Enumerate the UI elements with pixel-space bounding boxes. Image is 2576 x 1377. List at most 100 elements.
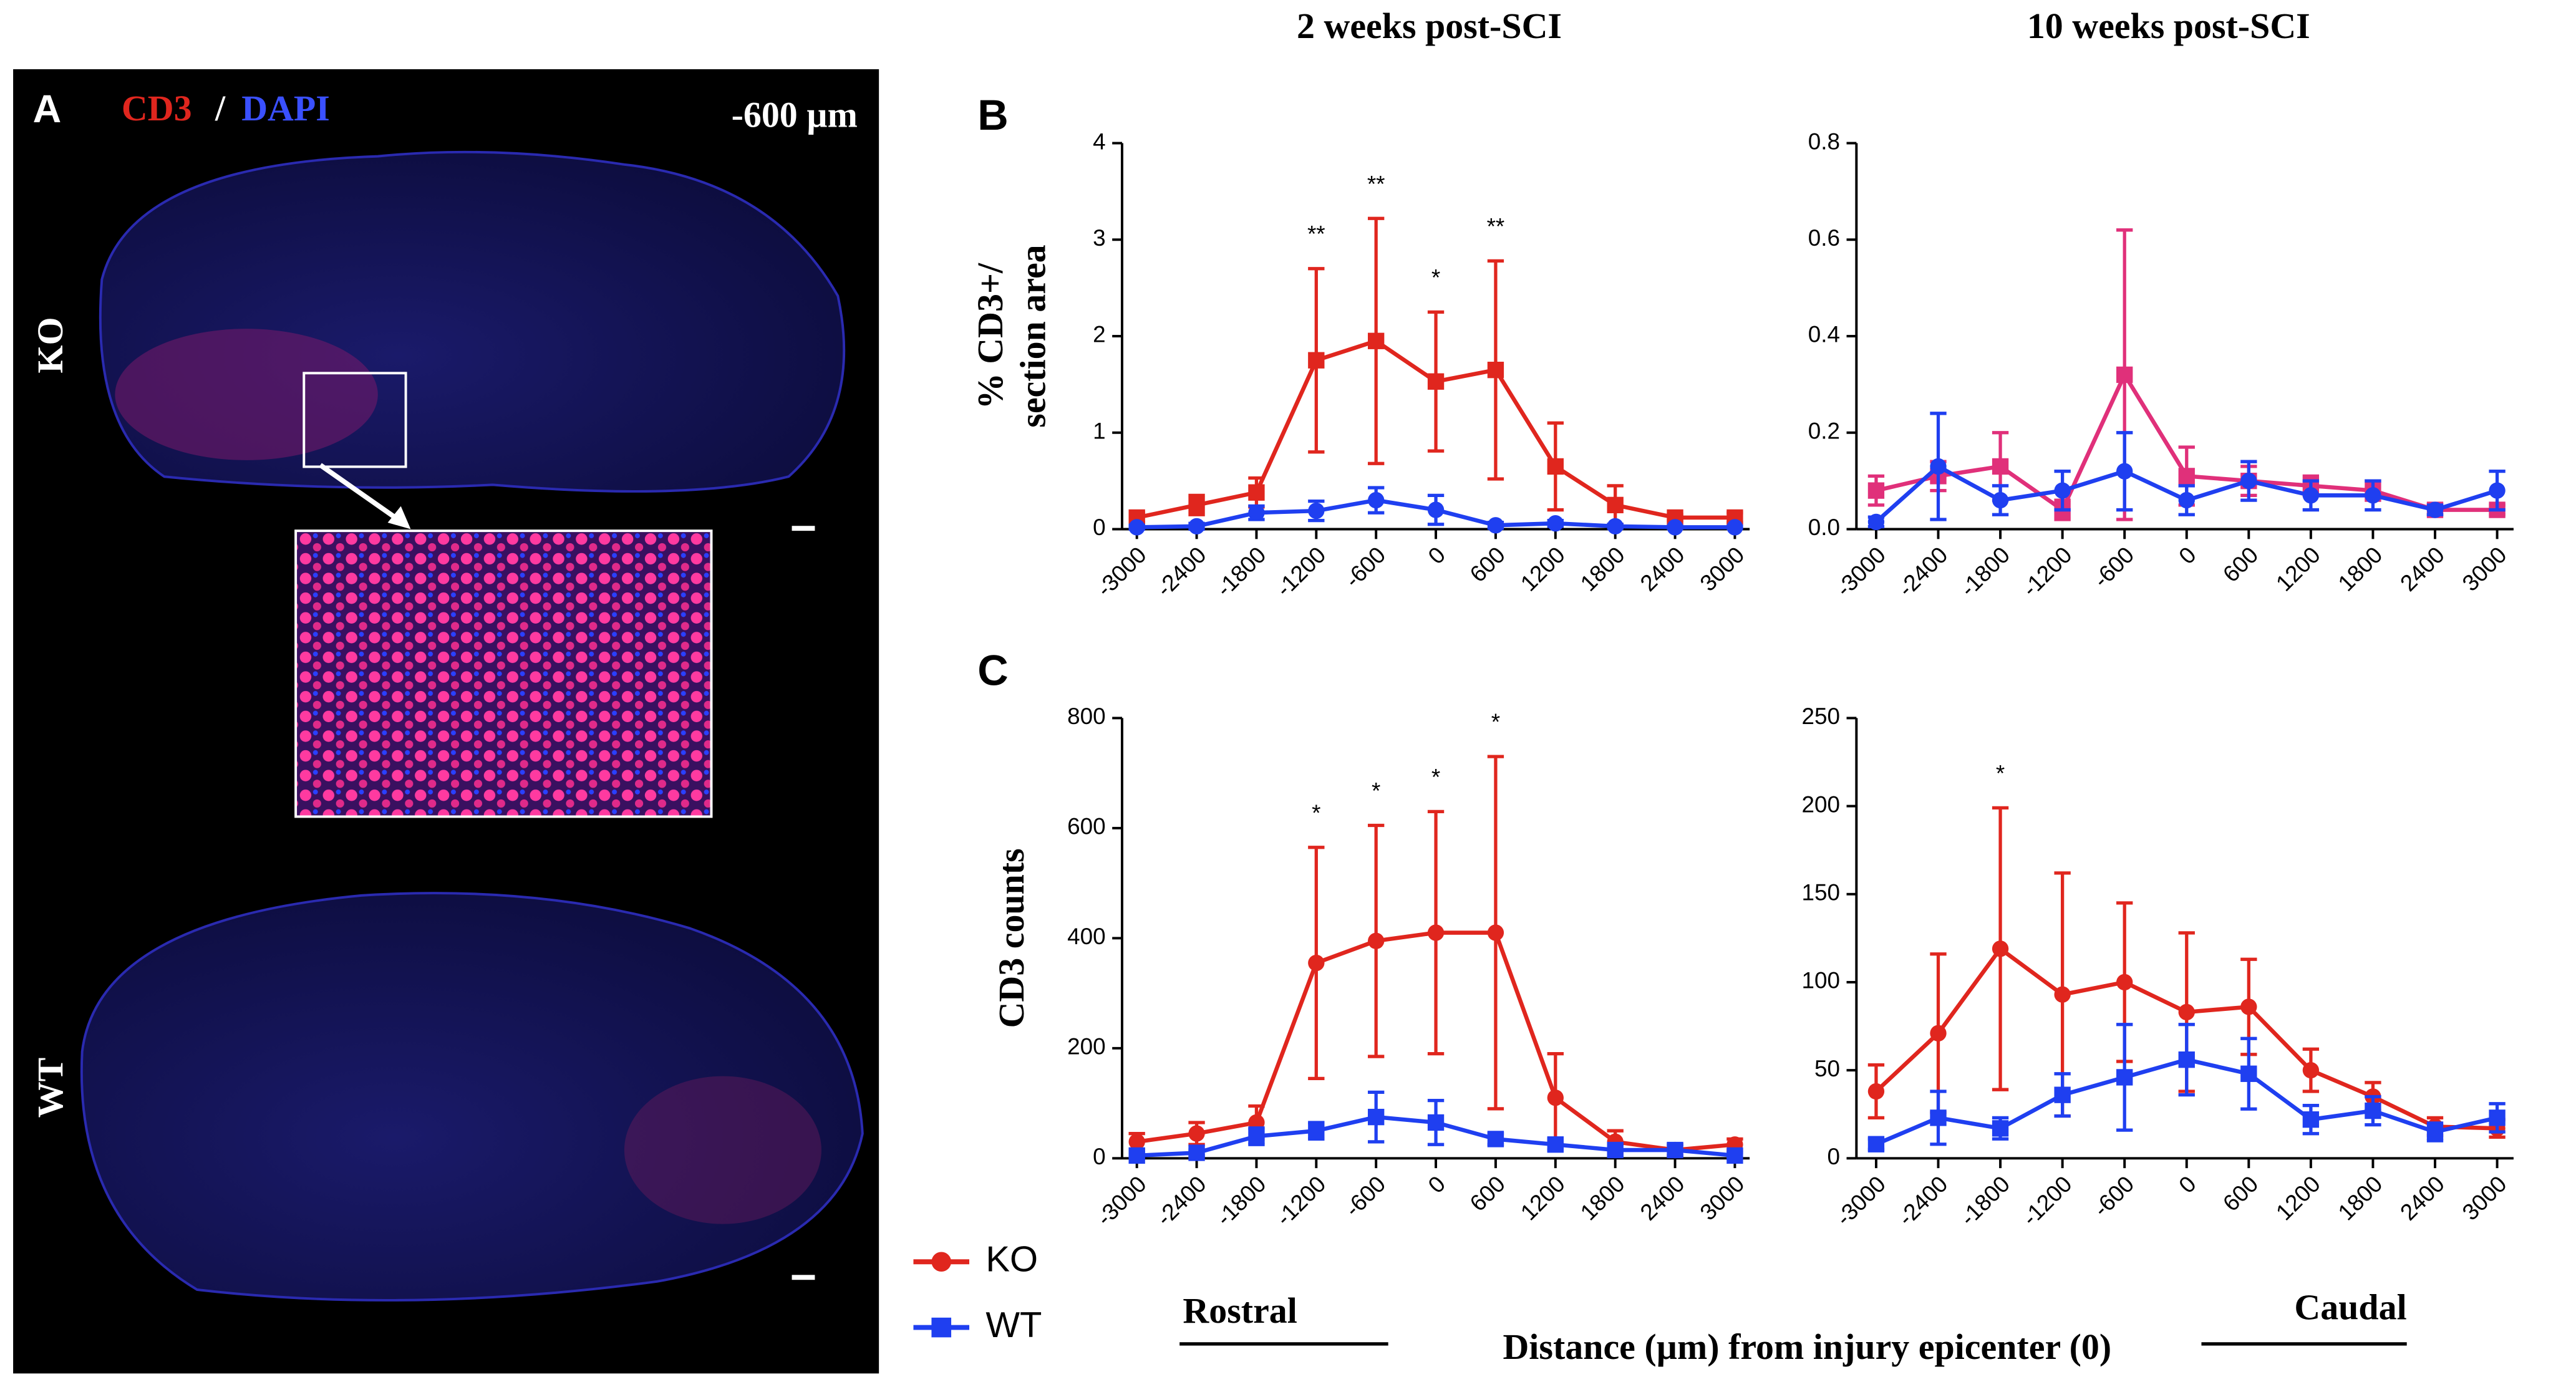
- marker: [2302, 1061, 2320, 1079]
- marker: [1128, 1147, 1145, 1164]
- y-tick-label: 0.6: [1808, 225, 1840, 251]
- y-tick-label: 0.2: [1808, 418, 1840, 444]
- depth-label: -600 µm: [732, 94, 858, 135]
- stain-label: CD3: [122, 88, 192, 128]
- marker: [1930, 1109, 1947, 1126]
- marker: [1188, 496, 1205, 513]
- marker: [2054, 482, 2071, 499]
- marker: [1992, 491, 2009, 509]
- y-tick-label: 0.0: [1808, 515, 1840, 540]
- marker: [1867, 1083, 1885, 1100]
- marker: [2426, 1123, 2444, 1141]
- x-tick-label: -1200: [2017, 542, 2077, 602]
- x-tick-label: 3000: [1695, 542, 1750, 596]
- y-tick-label: 0: [1093, 1144, 1106, 1169]
- y-tick-label: 150: [1802, 880, 1841, 906]
- panel-letter: A: [33, 87, 62, 131]
- y-axis-title: section area: [1012, 244, 1053, 427]
- y-tick-label: 1: [1093, 418, 1106, 444]
- x-tick-label: 3000: [2457, 1171, 2512, 1225]
- x-tick-label: 600: [1465, 1171, 1510, 1216]
- genotype-label: KO: [30, 317, 70, 373]
- panel-letter: C: [977, 646, 1008, 694]
- marker: [1487, 924, 1504, 941]
- x-tick-label: 3000: [2457, 542, 2512, 596]
- x-tick-label: -600: [2088, 542, 2139, 592]
- x-tick-label: 2400: [2395, 1171, 2449, 1225]
- x-tick-label: -3000: [1092, 542, 1151, 602]
- marker: [2489, 482, 2506, 499]
- stain-label: DAPI: [241, 88, 330, 128]
- marker: [1726, 519, 1743, 536]
- x-tick-label: -3000: [1092, 1171, 1151, 1231]
- y-tick-label: 4: [1093, 128, 1106, 154]
- significance: *: [1372, 778, 1380, 804]
- marker: [1992, 1120, 2009, 1137]
- marker: [1188, 1144, 1205, 1161]
- caudal-label: Caudal: [2294, 1287, 2406, 1328]
- chart-title: 2 weeks post-SCI: [1297, 6, 1562, 46]
- chart-title: 10 weeks post-SCI: [2027, 6, 2310, 46]
- marker: [1487, 1131, 1504, 1148]
- x-tick-label: 2400: [2395, 542, 2449, 596]
- marker: [1607, 518, 1624, 535]
- marker: [1547, 515, 1564, 532]
- genotype-label: WT: [30, 1058, 70, 1118]
- marker: [1188, 518, 1205, 535]
- y-axis-title: % CD3+/: [970, 263, 1010, 409]
- significance: *: [1431, 764, 1440, 790]
- marker: [1667, 519, 1683, 536]
- x-tick-label: 0: [2174, 1171, 2201, 1198]
- marker: [1308, 954, 1325, 972]
- y-tick-label: 50: [1814, 1056, 1840, 1081]
- x-tick-label: -2400: [1893, 1171, 1953, 1231]
- marker: [1427, 924, 1445, 941]
- marker: [2178, 468, 2195, 485]
- marker: [2240, 472, 2257, 490]
- x-tick-label: -1800: [1211, 1171, 1271, 1231]
- marker: [1248, 484, 1265, 501]
- legend-label: WT: [985, 1305, 1042, 1345]
- marker: [2302, 487, 2320, 504]
- x-axis-title: Distance (µm) from injury epicenter (0): [1503, 1326, 2111, 1367]
- y-tick-label: 100: [1802, 968, 1841, 993]
- x-tick-label: 600: [2218, 542, 2263, 587]
- marker: [1867, 1136, 1885, 1152]
- x-tick-label: 600: [2218, 1171, 2263, 1216]
- marker: [2054, 1086, 2071, 1103]
- marker: [2240, 1065, 2257, 1082]
- x-tick-label: -2400: [1151, 542, 1211, 602]
- x-tick-label: -3000: [1831, 542, 1891, 602]
- marker: [1368, 1108, 1385, 1126]
- x-tick-label: 1800: [2333, 542, 2388, 596]
- marker: [2116, 1069, 2133, 1086]
- significance: **: [1307, 221, 1325, 247]
- marker: [2116, 366, 2133, 384]
- significance: *: [1996, 760, 2005, 786]
- y-tick-label: 600: [1067, 814, 1106, 839]
- significance: **: [1367, 171, 1385, 196]
- marker: [1547, 458, 1564, 475]
- x-tick-label: -1200: [2017, 1171, 2077, 1231]
- x-tick-label: 3000: [1695, 1171, 1750, 1225]
- stain-sep: /: [215, 88, 226, 128]
- marker: [2365, 487, 2381, 504]
- marker: [2240, 998, 2257, 1015]
- x-tick-label: -1200: [1271, 542, 1331, 602]
- x-tick-label: 1800: [1576, 542, 1630, 596]
- y-tick-label: 0: [1828, 1144, 1841, 1169]
- marker: [2426, 501, 2444, 518]
- y-tick-label: 0.4: [1808, 322, 1840, 347]
- micrograph: [13, 69, 879, 1374]
- x-tick-label: -1800: [1211, 542, 1271, 602]
- marker: [1667, 1141, 1683, 1159]
- marker: [1128, 519, 1145, 536]
- y-tick-label: 200: [1067, 1034, 1106, 1060]
- y-tick-label: 250: [1802, 703, 1841, 729]
- x-tick-label: 1200: [2271, 1171, 2325, 1225]
- significance: *: [1312, 800, 1320, 826]
- marker: [2116, 463, 2133, 480]
- x-tick-label: 0: [1423, 1171, 1450, 1198]
- marker: [2054, 986, 2071, 1003]
